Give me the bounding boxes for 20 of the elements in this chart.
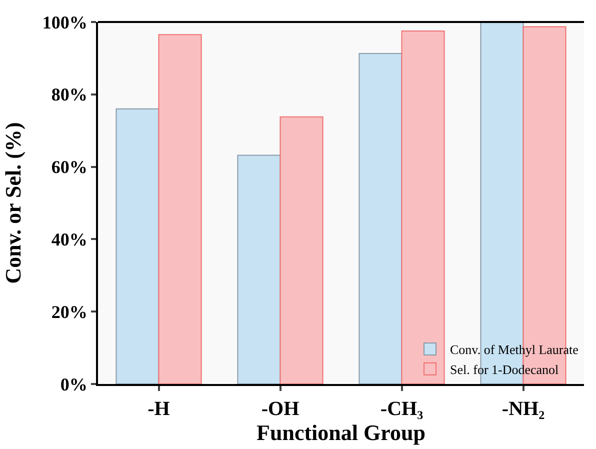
x-axis-title: Functional Group [256, 420, 426, 445]
bar [116, 108, 160, 384]
y-tick-label: 60% [51, 157, 88, 178]
x-tick-label: -OH [261, 398, 300, 420]
bar [158, 34, 202, 384]
legend-label: Conv. of Methyl Laurate [450, 342, 579, 358]
bar [358, 52, 402, 384]
bar [401, 30, 445, 384]
y-tick-label: 80% [51, 84, 88, 105]
y-tick-label: 0% [60, 374, 88, 394]
y-tick-label: 20% [51, 302, 88, 322]
x-tick-label: -H [148, 398, 170, 420]
bar [280, 116, 324, 384]
x-tick-label: -CH₃ [380, 398, 424, 420]
bar [237, 154, 281, 384]
y-axis-title: Conv. or Sel. (%) [0, 122, 26, 284]
y-tick-label: 40% [51, 230, 88, 250]
y-tick-label: 100% [42, 12, 88, 32]
legend-label: Sel. for 1-Dodecanol [450, 362, 560, 377]
x-tick-label: -NH₂ [502, 398, 545, 420]
